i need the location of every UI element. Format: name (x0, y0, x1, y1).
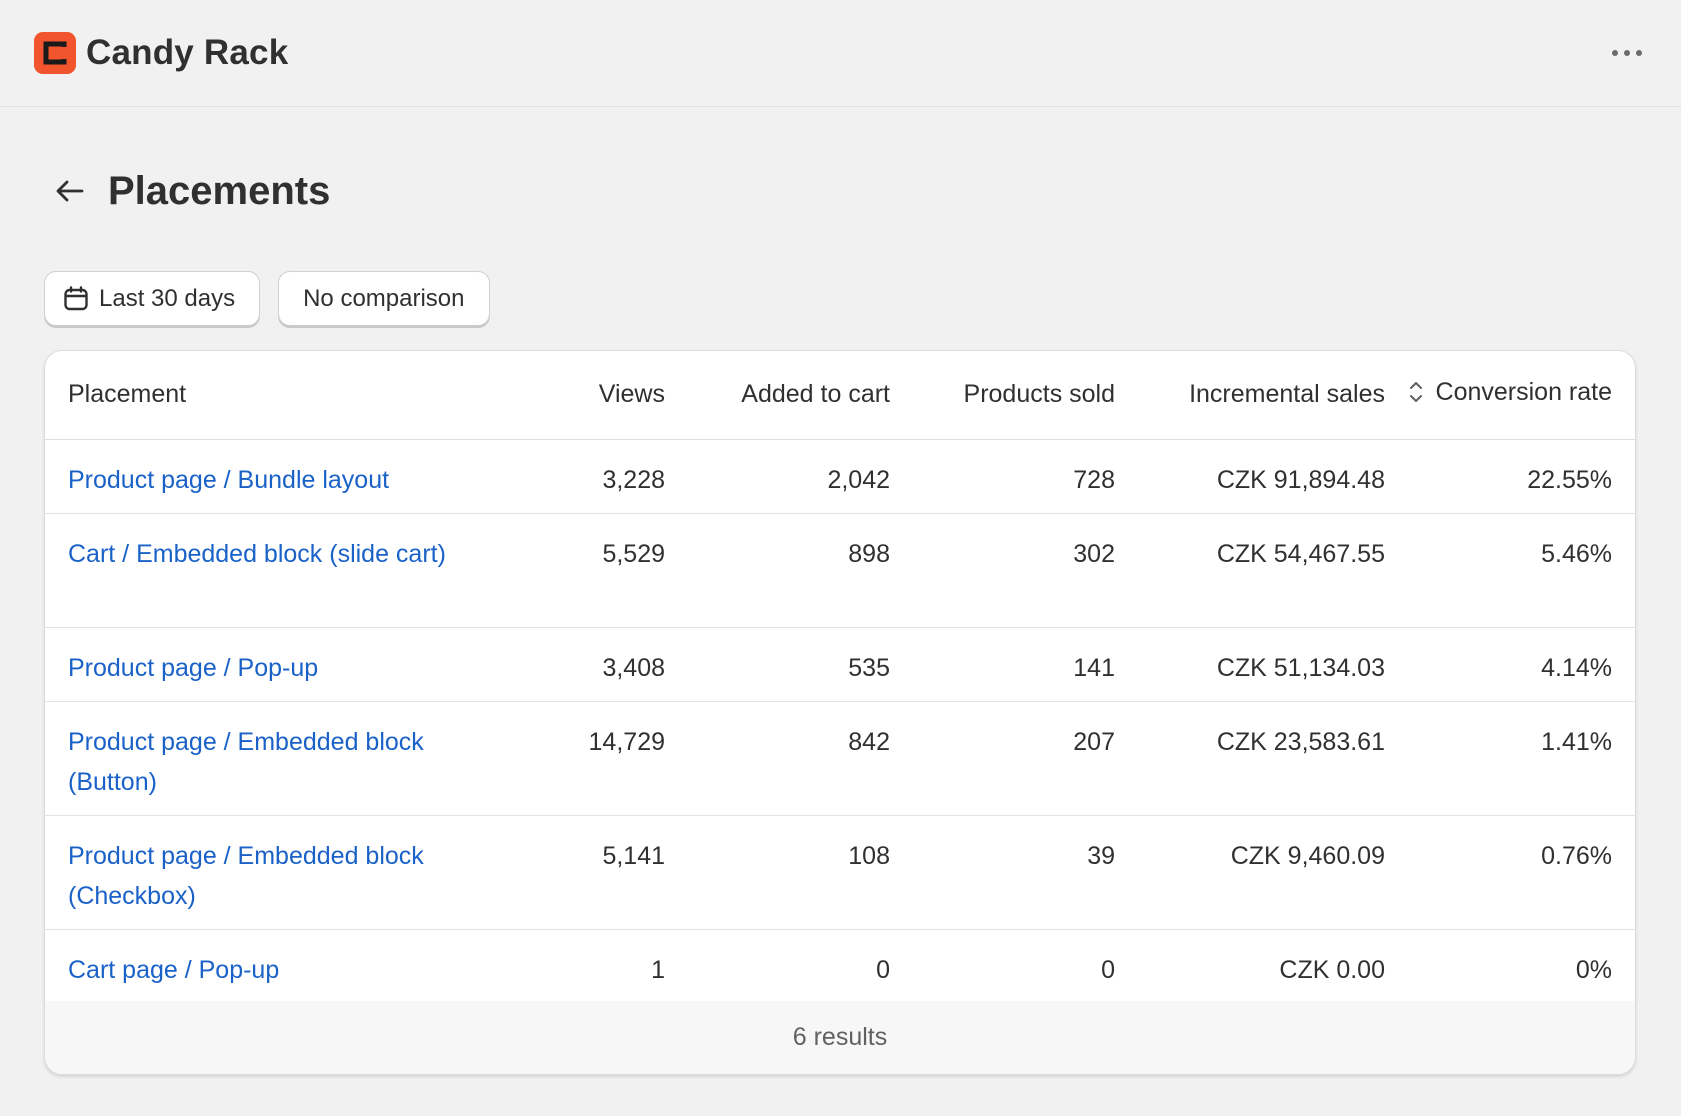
views-cell: 5,529 (535, 513, 665, 628)
added-to-cart-cell: 842 (665, 701, 890, 816)
back-button[interactable] (50, 171, 90, 211)
comparison-button[interactable]: No comparison (278, 271, 490, 326)
comparison-label: No comparison (303, 284, 465, 312)
products-sold-cell: 207 (890, 701, 1115, 816)
views-cell: 14,729 (535, 701, 665, 816)
date-range-label: Last 30 days (99, 284, 236, 312)
app-logo-icon (34, 32, 76, 74)
table-row: Cart page / Pop-up 1 0 0 CZK 0.00 0% (45, 929, 1635, 1004)
table-row: Product page / Embedded block (Button) 1… (45, 701, 1635, 816)
sort-icon (1409, 382, 1422, 402)
conversion-rate-cell: 1.41% (1385, 701, 1635, 816)
views-cell: 5,141 (535, 815, 665, 930)
products-sold-cell: 302 (890, 513, 1115, 628)
added-to-cart-cell: 2,042 (665, 439, 890, 514)
incremental-sales-cell: CZK 54,467.55 (1115, 513, 1385, 628)
page-header: Placements (0, 157, 1681, 225)
products-sold-cell: 0 (890, 929, 1115, 1004)
calendar-icon (64, 285, 88, 310)
placement-link[interactable]: Cart / Embedded block (slide cart) (68, 539, 446, 568)
column-header-incremental-sales: Incremental sales (1115, 351, 1385, 440)
placement-link[interactable]: Cart page / Pop-up (68, 955, 280, 984)
views-cell: 1 (535, 929, 665, 1004)
conversion-rate-cell: 4.14% (1385, 627, 1635, 702)
column-header-products-sold: Products sold (890, 351, 1115, 440)
incremental-sales-cell: CZK 0.00 (1115, 929, 1385, 1004)
incremental-sales-cell: CZK 91,894.48 (1115, 439, 1385, 514)
page-title: Placements (108, 168, 331, 213)
added-to-cart-cell: 108 (665, 815, 890, 930)
arrow-left-icon (56, 180, 84, 202)
table-footer: 6 results (45, 1001, 1635, 1074)
app-title: Candy Rack (86, 33, 289, 72)
conversion-rate-cell: 22.55% (1385, 439, 1635, 514)
placement-link[interactable]: Product page / Embedded block (Button) (68, 727, 424, 796)
column-header-added-to-cart: Added to cart (665, 351, 890, 440)
table-row: Product page / Embedded block (Checkbox)… (45, 815, 1635, 930)
conversion-rate-cell: 0% (1385, 929, 1635, 1004)
table-header-row: Placement Views Added to cart Products s… (45, 351, 1635, 440)
added-to-cart-cell: 535 (665, 627, 890, 702)
table-row: Cart / Embedded block (slide cart) 5,529… (45, 513, 1635, 628)
incremental-sales-cell: CZK 51,134.03 (1115, 627, 1385, 702)
conversion-rate-cell: 0.76% (1385, 815, 1635, 930)
table-row: Product page / Pop-up 3,408 535 141 CZK … (45, 627, 1635, 702)
conversion-rate-cell: 5.46% (1385, 513, 1635, 628)
placement-link[interactable]: Product page / Bundle layout (68, 465, 390, 494)
column-header-conversion-rate-label: Conversion rate (1435, 377, 1612, 406)
placements-table-card: Placement Views Added to cart Products s… (44, 350, 1636, 1075)
date-range-button[interactable]: Last 30 days (44, 271, 261, 326)
top-bar: Candy Rack (0, 0, 1681, 107)
placements-table: Placement Views Added to cart Products s… (45, 351, 1635, 1004)
more-actions-button[interactable] (1607, 33, 1647, 73)
views-cell: 3,228 (535, 439, 665, 514)
incremental-sales-cell: CZK 9,460.09 (1115, 815, 1385, 930)
added-to-cart-cell: 0 (665, 929, 890, 1004)
table-row: Product page / Bundle layout 3,228 2,042… (45, 439, 1635, 514)
placement-link[interactable]: Product page / Embedded block (Checkbox) (68, 841, 424, 910)
brand: Candy Rack (34, 32, 288, 74)
incremental-sales-cell: CZK 23,583.61 (1115, 701, 1385, 816)
views-cell: 3,408 (535, 627, 665, 702)
column-header-views: Views (535, 351, 665, 440)
more-horizontal-icon (1612, 50, 1642, 56)
filter-bar: Last 30 days No comparison (0, 271, 1681, 326)
column-header-placement: Placement (45, 351, 535, 440)
placement-link[interactable]: Product page / Pop-up (68, 653, 319, 682)
column-header-conversion-rate[interactable]: Conversion rate (1385, 351, 1635, 440)
added-to-cart-cell: 898 (665, 513, 890, 628)
products-sold-cell: 39 (890, 815, 1115, 930)
products-sold-cell: 728 (890, 439, 1115, 514)
results-count: 6 results (792, 1023, 888, 1051)
products-sold-cell: 141 (890, 627, 1115, 702)
